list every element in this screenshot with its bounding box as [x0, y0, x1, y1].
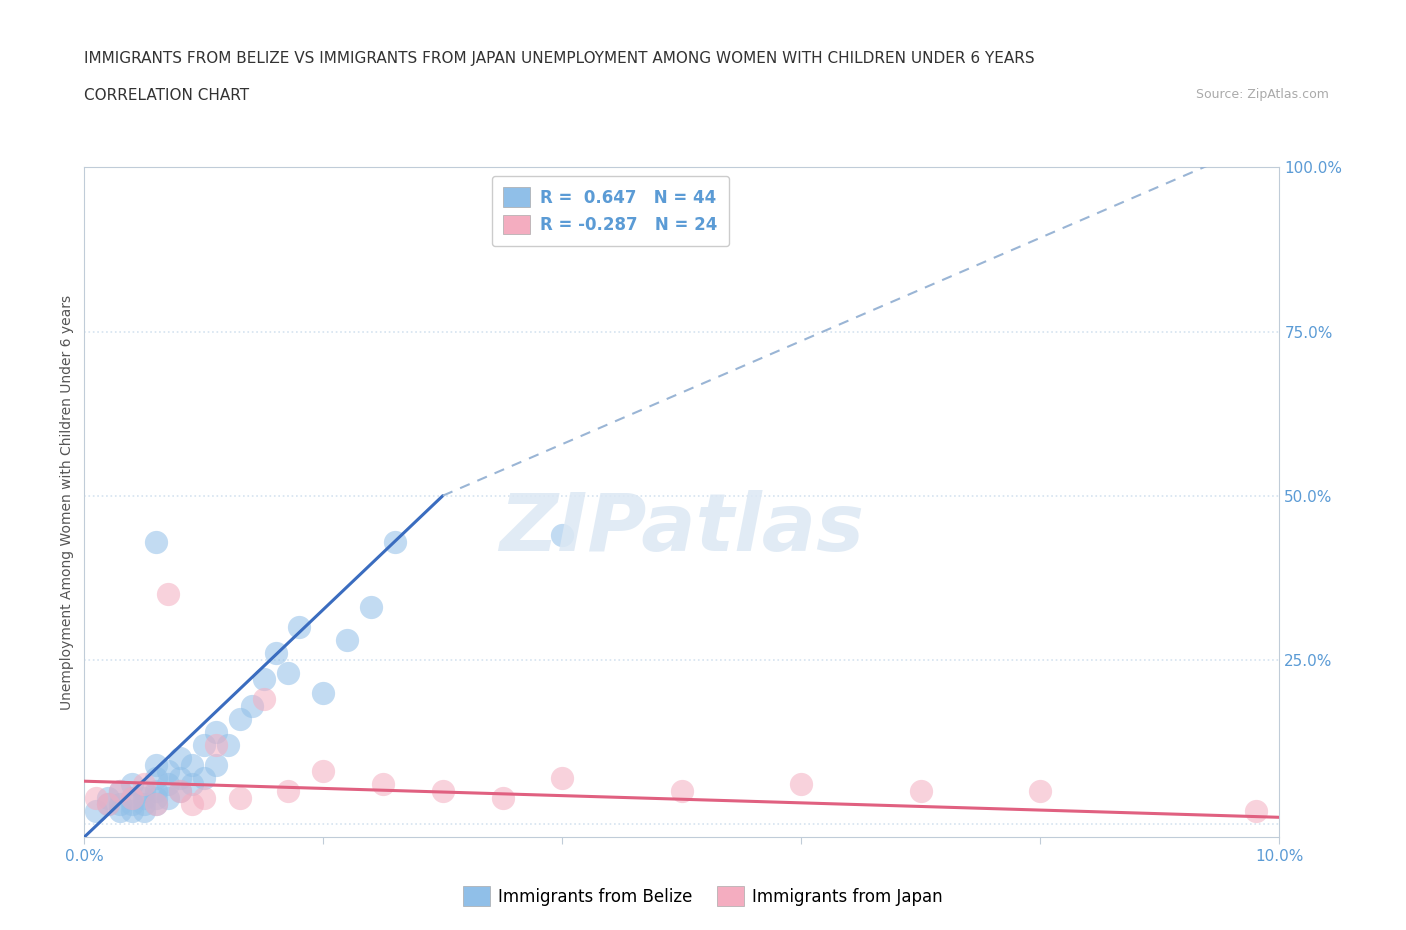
Point	[169, 770, 191, 785]
Point	[228, 711, 252, 726]
Point	[205, 724, 228, 739]
Point	[217, 737, 239, 752]
Point	[121, 790, 143, 805]
Point	[145, 784, 167, 799]
Point	[169, 784, 191, 799]
Point	[110, 784, 132, 799]
Point	[121, 797, 143, 812]
Point	[132, 790, 156, 805]
Point	[121, 804, 143, 818]
Text: ZIPatlas: ZIPatlas	[499, 490, 865, 568]
Point	[180, 797, 204, 812]
Point	[110, 797, 132, 812]
Point	[277, 784, 299, 799]
Y-axis label: Unemployment Among Women with Children Under 6 years: Unemployment Among Women with Children U…	[60, 295, 75, 710]
Point	[288, 619, 311, 634]
Point	[145, 757, 167, 772]
Point	[384, 534, 406, 549]
Point	[1244, 804, 1267, 818]
Point	[145, 534, 167, 549]
Legend: R =  0.647   N = 44, R = -0.287   N = 24: R = 0.647 N = 44, R = -0.287 N = 24	[492, 176, 728, 246]
Point	[180, 757, 204, 772]
Point	[264, 645, 287, 660]
Point	[1029, 784, 1052, 799]
Text: Source: ZipAtlas.com: Source: ZipAtlas.com	[1195, 88, 1329, 101]
Point	[97, 797, 120, 812]
Point	[121, 777, 143, 792]
Point	[157, 764, 180, 778]
Point	[910, 784, 932, 799]
Point	[86, 804, 108, 818]
Legend: Immigrants from Belize, Immigrants from Japan: Immigrants from Belize, Immigrants from …	[457, 880, 949, 912]
Point	[205, 737, 228, 752]
Point	[157, 777, 180, 792]
Point	[312, 685, 335, 700]
Point	[551, 527, 574, 542]
Point	[110, 804, 132, 818]
Point	[145, 797, 167, 812]
Point	[121, 790, 143, 805]
Text: CORRELATION CHART: CORRELATION CHART	[84, 88, 249, 103]
Point	[336, 632, 359, 647]
Point	[86, 790, 108, 805]
Point	[360, 600, 382, 615]
Point	[169, 751, 191, 765]
Point	[671, 784, 693, 799]
Point	[145, 770, 167, 785]
Point	[790, 777, 813, 792]
Point	[132, 777, 156, 792]
Point	[110, 784, 132, 799]
Point	[551, 770, 574, 785]
Point	[253, 672, 276, 687]
Point	[371, 777, 394, 792]
Point	[193, 790, 215, 805]
Point	[132, 784, 156, 799]
Point	[312, 764, 335, 778]
Point	[157, 587, 180, 602]
Point	[180, 777, 204, 792]
Point	[193, 770, 215, 785]
Point	[193, 737, 215, 752]
Point	[253, 692, 276, 707]
Point	[492, 790, 515, 805]
Point	[132, 804, 156, 818]
Point	[97, 797, 120, 812]
Point	[240, 698, 263, 713]
Point	[132, 797, 156, 812]
Point	[145, 790, 167, 805]
Point	[432, 784, 454, 799]
Point	[169, 784, 191, 799]
Point	[145, 797, 167, 812]
Point	[205, 757, 228, 772]
Text: IMMIGRANTS FROM BELIZE VS IMMIGRANTS FROM JAPAN UNEMPLOYMENT AMONG WOMEN WITH CH: IMMIGRANTS FROM BELIZE VS IMMIGRANTS FRO…	[84, 51, 1035, 66]
Point	[157, 790, 180, 805]
Point	[97, 790, 120, 805]
Point	[277, 666, 299, 681]
Point	[228, 790, 252, 805]
